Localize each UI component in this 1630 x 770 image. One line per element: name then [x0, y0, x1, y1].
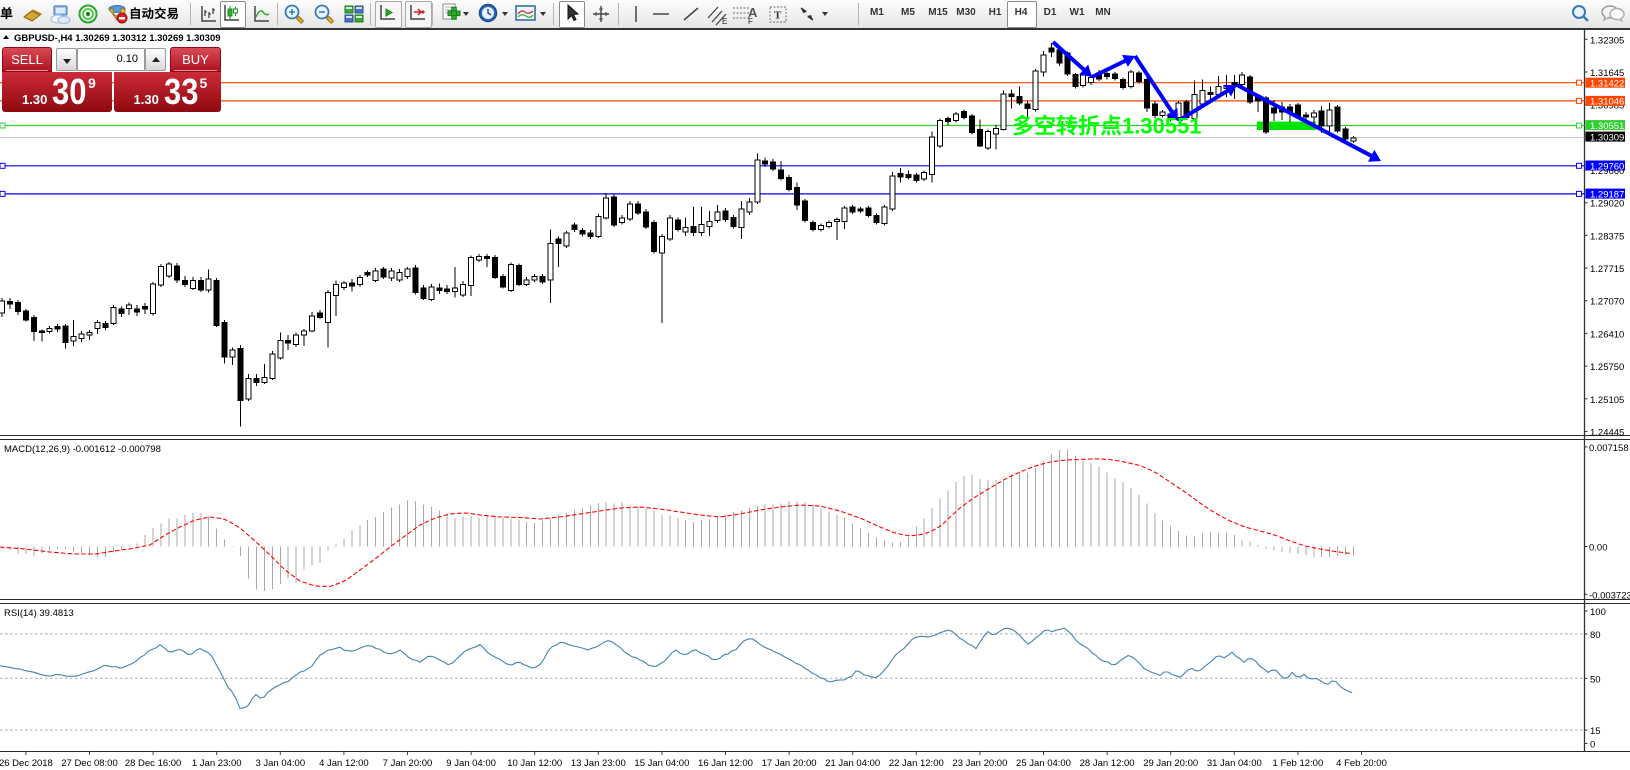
svg-text:4 Jan 12:00: 4 Jan 12:00: [319, 758, 369, 769]
svg-text:1.26410: 1.26410: [1590, 329, 1624, 340]
svg-text:28 Dec 16:00: 28 Dec 16:00: [125, 758, 182, 769]
svg-text:1 Feb 12:00: 1 Feb 12:00: [1273, 758, 1324, 769]
svg-text:1.31422: 1.31422: [1590, 79, 1624, 90]
svg-text:1 Jan 23:00: 1 Jan 23:00: [192, 758, 242, 769]
svg-text:4 Feb 20:00: 4 Feb 20:00: [1336, 758, 1387, 769]
svg-text:1.25750: 1.25750: [1590, 362, 1624, 373]
svg-text:E: E: [722, 17, 727, 26]
svg-text:1.31645: 1.31645: [1590, 68, 1624, 79]
svg-text:1.24445: 1.24445: [1590, 428, 1624, 439]
svg-text:17 Jan 20:00: 17 Jan 20:00: [762, 758, 817, 769]
svg-text:23 Jan 20:00: 23 Jan 20:00: [952, 758, 1007, 769]
svg-text:27 Dec 08:00: 27 Dec 08:00: [61, 758, 118, 769]
svg-text:9 Jan 04:00: 9 Jan 04:00: [446, 758, 496, 769]
svg-text:15 Jan 04:00: 15 Jan 04:00: [634, 758, 689, 769]
svg-text:1.30985: 1.30985: [1590, 101, 1624, 112]
svg-text:13 Jan 23:00: 13 Jan 23:00: [571, 758, 626, 769]
svg-text:0.00: 0.00: [1589, 543, 1608, 554]
svg-text:MACD(12,26,9) -0.001612 -0.000: MACD(12,26,9) -0.001612 -0.000798: [4, 444, 161, 455]
svg-text:GBPUSD-,H4 1.30269 1.30312 1.: GBPUSD-,H4 1.30269 1.30312 1.30269 1.303…: [14, 33, 221, 44]
svg-text:0.007158: 0.007158: [1589, 443, 1629, 454]
svg-text:29 Jan 20:00: 29 Jan 20:00: [1143, 758, 1198, 769]
svg-text:25 Jan 04:00: 25 Jan 04:00: [1016, 758, 1071, 769]
svg-text:1.31046: 1.31046: [1590, 97, 1624, 108]
svg-text:21 Jan 04:00: 21 Jan 04:00: [825, 758, 880, 769]
svg-text:1.28375: 1.28375: [1590, 231, 1624, 242]
svg-text:1.29660: 1.29660: [1590, 166, 1624, 177]
svg-text:80: 80: [1590, 630, 1601, 641]
svg-text:10 Jan 12:00: 10 Jan 12:00: [507, 758, 562, 769]
svg-text:1.32305: 1.32305: [1590, 35, 1624, 46]
svg-text:7 Jan 20:00: 7 Jan 20:00: [383, 758, 433, 769]
svg-text:16 Jan 12:00: 16 Jan 12:00: [698, 758, 753, 769]
svg-text:1.29187: 1.29187: [1590, 189, 1624, 200]
svg-text:26 Dec 2018: 26 Dec 2018: [0, 758, 53, 769]
svg-text:50: 50: [1590, 674, 1601, 685]
svg-text:31 Jan 04:00: 31 Jan 04:00: [1207, 758, 1262, 769]
svg-text:1.29020: 1.29020: [1590, 199, 1624, 210]
svg-text:28 Jan 12:00: 28 Jan 12:00: [1080, 758, 1135, 769]
svg-text:T: T: [774, 10, 782, 22]
svg-text:1.29760: 1.29760: [1590, 161, 1624, 172]
svg-text:1.25105: 1.25105: [1590, 395, 1624, 406]
svg-text:3 Jan 04:00: 3 Jan 04:00: [255, 758, 305, 769]
svg-text:22 Jan 12:00: 22 Jan 12:00: [889, 758, 944, 769]
svg-text:1.30309: 1.30309: [1590, 132, 1624, 143]
svg-text:RSI(14) 39.4813: RSI(14) 39.4813: [4, 608, 74, 619]
svg-text:F: F: [748, 17, 753, 26]
svg-text:1.30551: 1.30551: [1590, 121, 1624, 132]
svg-text:-0.003723: -0.003723: [1589, 590, 1630, 601]
svg-text:15: 15: [1590, 726, 1601, 737]
svg-text:0: 0: [1590, 740, 1595, 751]
svg-text:1.27715: 1.27715: [1590, 264, 1624, 275]
svg-text:1.27070: 1.27070: [1590, 297, 1624, 308]
svg-text:1.30551: 1.30551: [1122, 114, 1202, 139]
svg-text:100: 100: [1590, 607, 1606, 618]
